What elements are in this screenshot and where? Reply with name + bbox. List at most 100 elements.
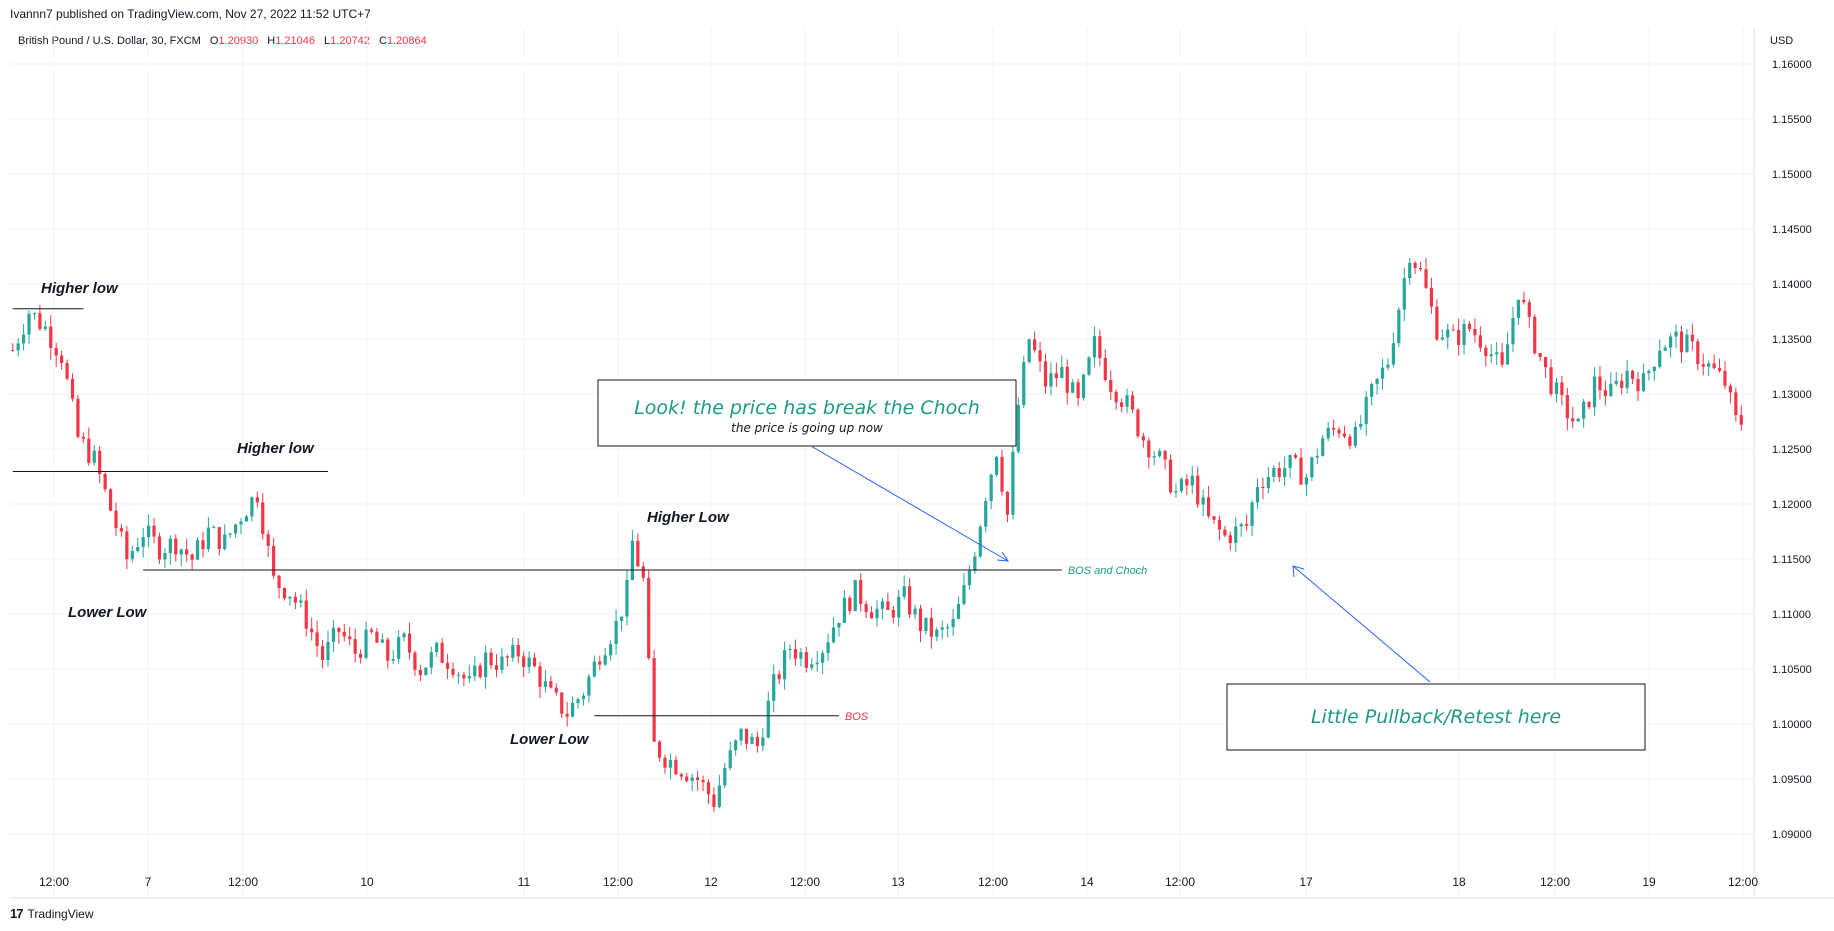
candle-body	[157, 536, 162, 560]
candle-body	[913, 608, 917, 615]
candle-body	[935, 629, 939, 637]
candle-body	[1462, 323, 1466, 345]
candle-body	[49, 326, 53, 349]
candle-body	[299, 600, 303, 603]
callout-box-choch[interactable]	[597, 379, 1017, 447]
candle-body	[217, 527, 221, 549]
low-label: L	[324, 35, 331, 47]
candle-body	[1620, 380, 1624, 388]
candle-body	[1380, 367, 1385, 379]
candle-body	[712, 794, 716, 807]
candle-body	[1033, 339, 1037, 351]
price-tick-label: 1.12500	[1772, 444, 1812, 456]
candle-body	[108, 489, 113, 511]
candle-body	[38, 313, 42, 329]
candle-body	[1087, 357, 1091, 375]
candle-body	[1701, 364, 1705, 367]
candle-body	[348, 636, 352, 640]
price-tick-label: 1.11000	[1772, 609, 1811, 621]
time-tick-label: 17	[1299, 875, 1313, 889]
candle-body	[880, 601, 885, 609]
candle-body	[777, 674, 781, 680]
candle-body	[1190, 475, 1194, 486]
label-lower-low-2: Lower Low	[510, 731, 590, 748]
candle-body	[1359, 423, 1363, 427]
candle-body	[924, 617, 928, 632]
candle-body	[859, 579, 863, 605]
candle-body	[636, 540, 640, 567]
price-tick-label: 1.13000	[1772, 389, 1812, 401]
candle-body	[848, 597, 852, 611]
candle-body	[451, 668, 455, 675]
price-tick-label: 1.14000	[1772, 279, 1812, 291]
candle-body	[587, 676, 591, 696]
candle-body	[1147, 440, 1151, 458]
candle-body	[212, 527, 216, 529]
candle-body	[875, 608, 879, 619]
candle-body	[946, 627, 950, 629]
candle-body	[1484, 347, 1488, 357]
candle-body	[581, 695, 586, 700]
open-label: O	[209, 35, 219, 47]
candle-body	[810, 664, 814, 668]
candle-body	[81, 436, 85, 439]
tradingview-footer[interactable]: 17 TradingView	[10, 906, 94, 921]
open-value: 1.20930	[218, 35, 259, 47]
candle-body	[60, 355, 64, 364]
candle-body	[1679, 331, 1684, 353]
arrow-choch[interactable]	[810, 445, 1009, 562]
candle-body	[1598, 376, 1602, 391]
candle-body	[484, 652, 488, 678]
candle-body	[304, 600, 308, 629]
candle-body	[1370, 383, 1374, 397]
candle-body	[1707, 363, 1711, 367]
candle-body	[929, 617, 933, 637]
candle-body	[652, 658, 656, 742]
candle-body	[837, 622, 841, 628]
candle-body	[1120, 402, 1124, 407]
price-axis[interactable]: USD 1.16000 1.15500 1.15000 1.14500 1.14000 1…	[1770, 35, 1812, 841]
candle-body	[500, 656, 504, 670]
candle-body	[337, 627, 341, 632]
callout-box-pullback[interactable]	[1226, 683, 1646, 751]
candle-body	[668, 759, 673, 768]
candle-body	[359, 653, 363, 658]
candle-body	[908, 586, 912, 615]
candle-body	[1663, 347, 1667, 351]
candle-body	[76, 398, 80, 437]
candle-body	[1375, 378, 1379, 384]
candle-body	[1587, 401, 1591, 408]
candle-body	[728, 750, 732, 769]
candle-body	[185, 549, 189, 555]
candle-body	[543, 681, 548, 687]
candle-body	[940, 627, 944, 630]
candle-body	[853, 579, 857, 611]
candle-body	[951, 618, 955, 628]
candle-body	[11, 350, 15, 351]
candle-body	[706, 782, 711, 795]
candle-body	[255, 497, 259, 503]
candle-body	[570, 702, 575, 717]
candle-body	[16, 343, 20, 351]
candle-body	[918, 608, 923, 632]
candle-body	[522, 656, 526, 668]
candle-body	[750, 736, 754, 744]
candle-body	[456, 674, 461, 676]
price-tick-label: 1.12000	[1772, 499, 1812, 511]
candle-body	[1272, 468, 1276, 478]
time-axis[interactable]: 12:00 7 12:00 10 11 12:00 12 12:00 13 12:00 14 12:0…	[39, 875, 1758, 889]
candle-body	[1364, 396, 1368, 424]
candle-body	[1114, 391, 1118, 403]
arrow-pullback[interactable]	[1292, 565, 1431, 683]
candle-body	[560, 692, 564, 714]
candle-body	[179, 549, 183, 555]
candle-body	[1043, 361, 1048, 387]
symbol-name: British Pound / U.S. Dollar, 30, FXCM	[18, 35, 201, 47]
candle-body	[1592, 376, 1597, 408]
callout-choch-title: Look! the price has break the Choch	[634, 397, 980, 419]
candle-body	[554, 687, 558, 693]
price-tick-label: 1.10000	[1772, 719, 1812, 731]
candle-body	[1717, 368, 1722, 371]
candle-body	[1543, 357, 1548, 368]
